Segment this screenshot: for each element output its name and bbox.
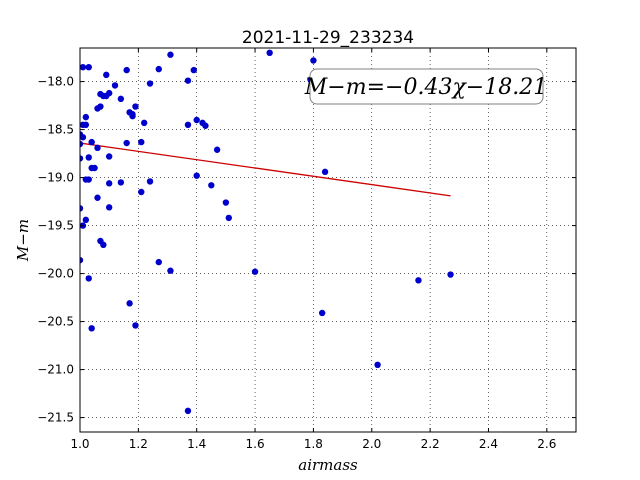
data-point	[103, 92, 110, 100]
data-point	[251, 268, 259, 275]
data-point	[132, 322, 139, 329]
data-point	[103, 71, 110, 79]
data-point	[123, 139, 130, 147]
data-point	[117, 179, 125, 186]
x-tick-label: 2.0	[362, 437, 381, 451]
data-point	[85, 275, 92, 282]
data-point	[111, 82, 119, 89]
data-point	[167, 51, 174, 58]
plot-frame	[79, 47, 577, 433]
data-point	[80, 64, 87, 71]
y-tick-label: −19.5	[37, 219, 74, 233]
data-point	[184, 77, 192, 84]
x-axis-label: airmass	[298, 456, 358, 474]
y-tick-label: −20.5	[37, 315, 74, 329]
data-point	[80, 140, 84, 148]
data-point	[82, 113, 90, 121]
fit-annotation: M−m=−0.43χ−18.21	[304, 68, 547, 105]
x-tick-label: 1.4	[187, 437, 206, 451]
data-point	[318, 309, 326, 317]
data-point	[88, 325, 95, 332]
chart-title: 2021-11-29_233234	[242, 28, 414, 48]
data-point	[155, 65, 162, 73]
data-point	[415, 277, 422, 284]
data-point	[132, 103, 139, 110]
fit-annotation-box	[309, 68, 544, 105]
fit-layer	[80, 142, 451, 197]
data-point	[126, 300, 133, 307]
x-tick-label: 2.6	[537, 437, 556, 451]
data-point	[140, 119, 148, 127]
ticks: 1.0 1.2 1.4 1.6 1.8 2.0 2.2 2.4 2.6 −18.0 −18.5 −19…	[37, 48, 576, 451]
data-point	[138, 138, 145, 146]
data-point	[85, 154, 92, 161]
data-point	[190, 66, 197, 74]
data-point	[80, 134, 87, 141]
data-point	[105, 153, 113, 160]
data-point	[193, 172, 200, 179]
grid	[80, 48, 576, 432]
data-point	[85, 63, 92, 71]
y-axis-label: M−m	[14, 219, 32, 262]
data-point	[321, 168, 329, 176]
data-point	[193, 116, 200, 124]
data-point	[105, 204, 113, 211]
y-tick-label: −20.0	[37, 267, 74, 281]
y-tick-label: −19.0	[37, 171, 74, 185]
data-point	[94, 194, 101, 201]
data-point	[222, 199, 230, 206]
data-point	[123, 66, 130, 74]
points-layer	[80, 49, 454, 415]
data-point	[167, 267, 174, 274]
data-point	[100, 241, 107, 248]
data-point	[94, 144, 101, 152]
data-point	[80, 155, 84, 162]
data-point	[88, 138, 95, 146]
fit-line	[80, 142, 451, 197]
x-tick-label: 1.2	[129, 437, 148, 451]
data-point	[129, 111, 136, 118]
data-point	[184, 121, 192, 128]
data-point	[138, 188, 145, 196]
data-point	[374, 361, 381, 368]
data-point	[105, 180, 113, 187]
data-point	[184, 407, 192, 415]
x-tick-label: 1.8	[304, 437, 323, 451]
data-point	[202, 122, 209, 129]
data-point	[97, 103, 104, 110]
x-tick-label: 1.0	[70, 437, 89, 451]
data-point	[146, 178, 154, 185]
data-point	[225, 214, 232, 222]
data-point	[155, 258, 162, 266]
y-tick-label: −18.5	[37, 123, 74, 137]
data-point	[88, 164, 95, 172]
data-point	[266, 49, 273, 56]
data-point	[208, 182, 215, 189]
y-tick-label: −21.0	[37, 363, 74, 377]
data-point	[80, 205, 84, 212]
data-point	[82, 216, 90, 224]
fit-annotation-text: M−m=−0.43χ−18.21	[304, 75, 547, 100]
data-point	[213, 146, 221, 153]
data-point	[82, 176, 90, 183]
data-point	[82, 121, 90, 128]
y-tick-label: −21.5	[37, 411, 74, 425]
plot-background	[80, 48, 576, 432]
x-tick-label: 2.2	[421, 437, 440, 451]
data-point	[310, 57, 317, 64]
data-point	[80, 256, 84, 264]
data-point	[117, 95, 125, 103]
data-point	[146, 80, 154, 87]
data-point	[447, 271, 454, 278]
y-tick-label: −18.0	[37, 75, 74, 89]
x-tick-label: 1.6	[246, 437, 265, 451]
x-tick-label: 2.4	[479, 437, 498, 451]
